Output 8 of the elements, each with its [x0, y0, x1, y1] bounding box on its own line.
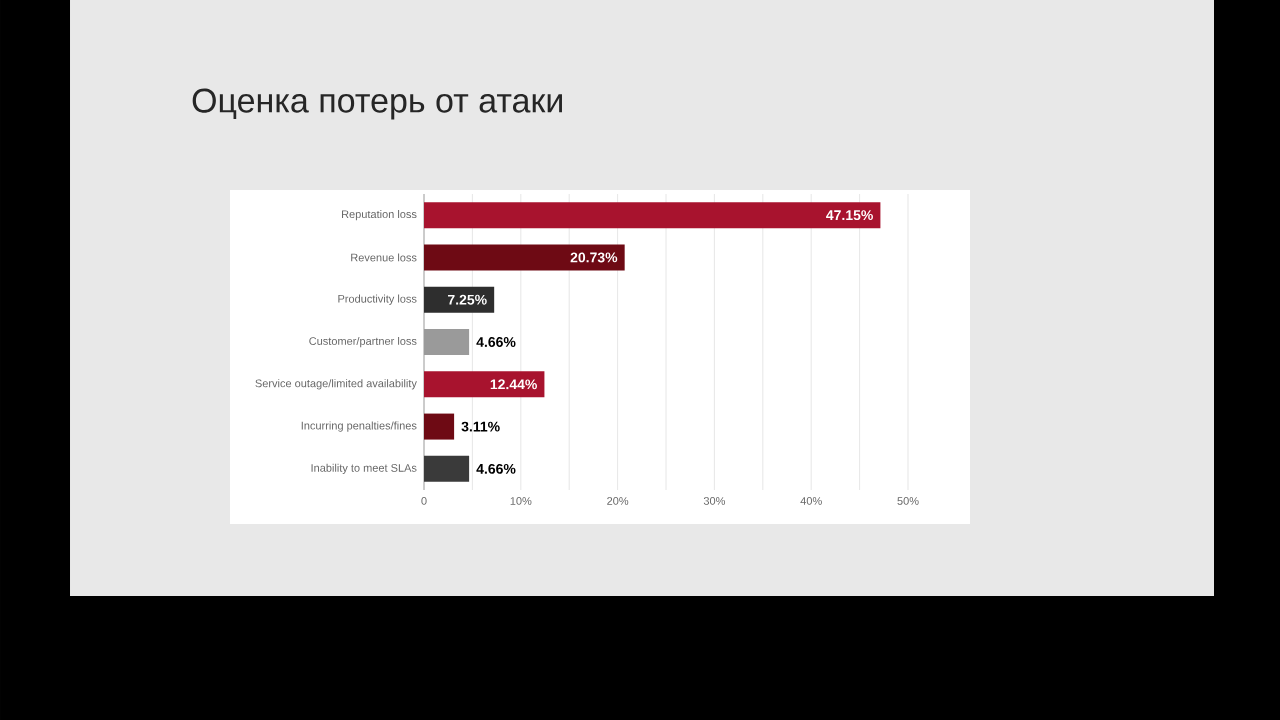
bar — [424, 371, 545, 398]
bar — [424, 413, 455, 440]
bar — [424, 286, 495, 313]
bar — [424, 244, 625, 271]
bar — [424, 329, 470, 356]
bar — [424, 202, 881, 229]
bar — [424, 455, 470, 482]
chart-title: Оценка потерь от атаки — [192, 88, 562, 120]
